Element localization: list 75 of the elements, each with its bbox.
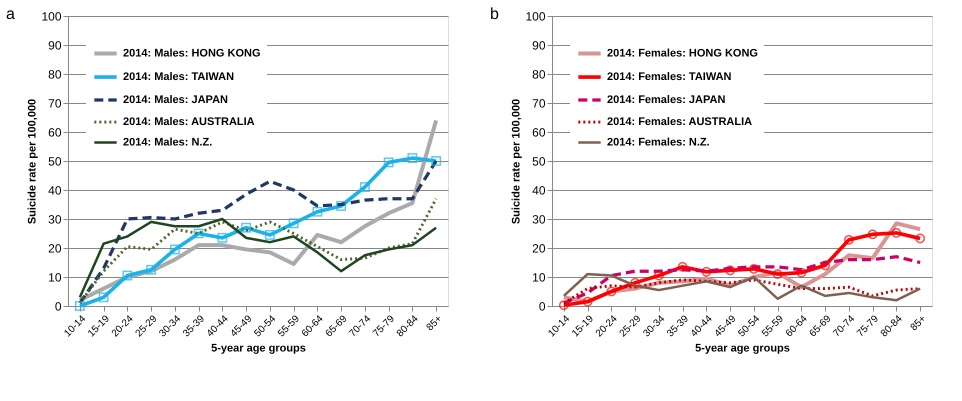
legend-label: 2014: Males: JAPAN [123, 94, 228, 106]
y-tick-label: 0 [54, 300, 62, 314]
y-tick-label: 40 [48, 184, 62, 198]
point [360, 182, 370, 192]
point [701, 266, 712, 277]
chart-title: a [6, 6, 15, 23]
point [146, 264, 156, 275]
point [725, 265, 736, 276]
y-tick-label: 80 [532, 68, 546, 82]
y-tick-label: 0 [538, 300, 546, 314]
legend-label: 2014: Females: JAPAN [607, 94, 726, 106]
y-tick-label: 100 [525, 10, 546, 24]
y-tick-label: 70 [48, 96, 62, 110]
line-series [562, 272, 922, 302]
legend-label: 2014: Females: N.Z. [607, 136, 710, 148]
point [312, 206, 322, 217]
x-axis-title: 5-year age groups [695, 342, 790, 355]
point [194, 228, 204, 238]
point [74, 301, 85, 311]
point [678, 262, 688, 272]
chart-title: b [490, 6, 499, 23]
point [582, 296, 593, 307]
y-tick-label: 20 [532, 242, 546, 256]
point [606, 286, 616, 296]
legend-label: 2014: Females: AUSTRALIA [607, 116, 752, 128]
y-tick-label: 50 [532, 154, 546, 168]
point [891, 228, 902, 238]
point [748, 264, 759, 274]
y-axis-title: Suicide rate per 100,000 [26, 98, 38, 224]
legend-label: 2014: Females: TAIWAN [607, 71, 732, 83]
y-tick-label: 30 [532, 212, 546, 226]
point [431, 156, 442, 166]
point [407, 153, 418, 164]
y-tick-label: 90 [532, 38, 546, 52]
x-tick-label: 85+ [908, 313, 929, 334]
point [796, 268, 806, 278]
line-series [562, 255, 922, 305]
point [558, 300, 569, 310]
y-tick-label: 30 [48, 212, 62, 226]
y-tick-label: 60 [48, 126, 62, 140]
point [241, 222, 252, 233]
legend-label: 2014: Males: N.Z. [123, 136, 212, 148]
point [170, 244, 180, 254]
point [630, 278, 640, 288]
point [217, 232, 228, 243]
y-tick-label: 80 [48, 68, 62, 82]
legend-label: 2014: Males: AUSTRALIA [123, 116, 255, 128]
line-series [78, 218, 438, 299]
point [868, 229, 878, 240]
point [264, 230, 275, 240]
y-axis-title: Suicide rate per 100,000 [510, 98, 522, 224]
point [336, 201, 346, 211]
point [820, 260, 830, 270]
y-tick-label: 20 [48, 242, 62, 256]
y-tick-label: 10 [532, 270, 546, 284]
y-tick-label: 100 [41, 10, 62, 24]
y-tick-label: 50 [48, 154, 62, 168]
x-axis-title: 5-year age groups [211, 342, 306, 355]
y-tick-label: 10 [48, 270, 62, 284]
point [915, 234, 926, 244]
point [654, 270, 664, 280]
y-tick-label: 40 [532, 184, 546, 198]
legend-label: 2014: Males: HONG KONG [123, 48, 261, 60]
point [384, 158, 394, 168]
legend-label: 2014: Females: HONG KONG [607, 48, 758, 60]
legend-label: 2014: Males: TAIWAN [123, 71, 234, 83]
point [772, 269, 783, 280]
y-tick-label: 60 [532, 126, 546, 140]
point [122, 270, 132, 280]
point [288, 218, 299, 228]
point [98, 292, 109, 302]
y-tick-label: 70 [532, 96, 546, 110]
point [844, 234, 854, 245]
y-tick-label: 90 [48, 38, 62, 52]
x-tick-label: 85+ [424, 313, 445, 334]
